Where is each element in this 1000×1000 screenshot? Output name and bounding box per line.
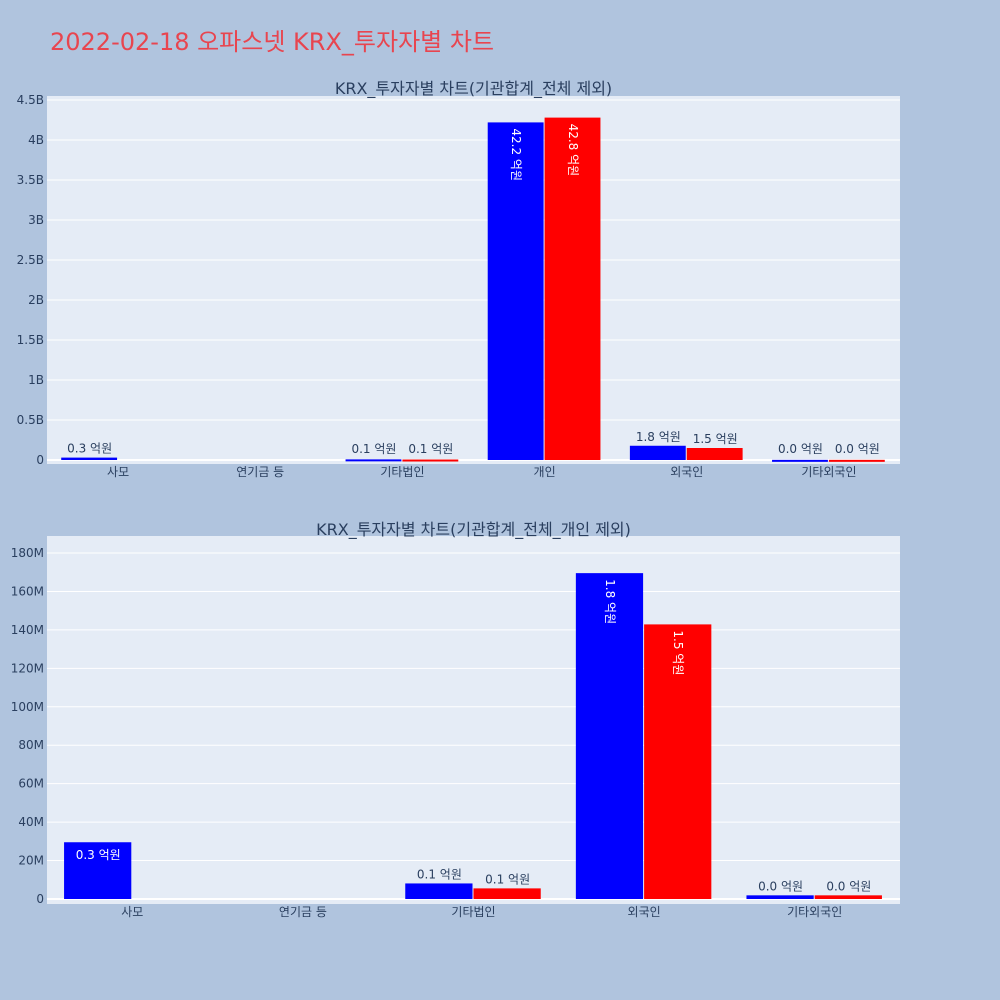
chart1-xtick-label: 사모 [107,465,129,479]
chart1-xtick-label: 연기금 등 [236,465,284,479]
chart2-bar-label: 0.1 억원 [417,867,462,881]
chart1-ytick-label: 0.5B [17,413,44,427]
chart1-bar-label: 42.2 억원 [509,128,523,181]
chart2-ytick-label: 80M [18,738,44,752]
chart1-ytick-label: 1.5B [17,333,44,347]
chart1-ytick-label: 2.5B [17,253,44,267]
chart2-bar [746,895,814,899]
chart1-title: KRX_투자자별 차트(기관합계_전체 제외) [335,79,612,99]
chart2-xtick-label: 사모 [121,905,143,919]
chart2-ytick-label: 180M [11,546,44,560]
chart2-xtick-label: 기타법인 [451,905,495,919]
chart1-ytick-label: 3.5B [17,173,44,187]
chart1-bar-label: 0.0 억원 [835,442,880,456]
chart2-plot-area [47,536,900,904]
chart2-ytick-label: 120M [11,661,44,675]
chart1-ytick-label: 3B [28,213,44,227]
chart1-xtick-label: 기타외국인 [801,465,856,479]
chart1-bar [686,448,743,460]
chart1-bar [61,457,118,460]
chart2-title: KRX_투자자별 차트(기관합계_전체_개인 제외) [316,520,631,540]
chart1-plot-area [47,96,900,464]
chart2-bar [575,573,644,899]
chart2-bar-label: 0.1 억원 [485,872,530,886]
chart1-bar-label: 0.0 억원 [778,442,823,456]
chart2-bar [473,888,541,899]
chart2-ytick-label: 0 [36,892,44,906]
chart1-bar [772,459,828,462]
chart1-bar [402,459,459,462]
chart2-xtick-label: 외국인 [628,905,661,919]
chart2-ytick-label: 60M [18,777,44,791]
chart1-xtick-label: 기타법인 [380,465,424,479]
chart1-ytick-label: 1B [28,373,44,387]
chart2-bar [64,842,132,899]
chart2-bar-label: 0.0 억원 [758,879,803,893]
chart2-bar-label: 0.3 억원 [76,848,121,862]
chart1-bar-label: 1.8 억원 [636,430,681,444]
chart1-bar [828,459,885,462]
chart2-xtick-label: 기타외국인 [787,905,842,919]
chart2-bar-label: 0.0 억원 [826,879,871,893]
chart2-xtick-label: 연기금 등 [279,905,327,919]
chart2-bar-label: 1.8 억원 [603,579,617,624]
chart1-bar-label: 42.8 억원 [566,124,580,177]
chart1-bar-label: 0.3 억원 [67,442,112,456]
chart1-bar-label: 0.1 억원 [408,442,453,456]
chart2-ytick-label: 140M [11,623,44,637]
chart1-bar-label: 0.1 억원 [351,442,396,456]
chart2-bar [814,895,882,899]
chart-1: 0 0.5B 1B 1.5B 2B 2.5B 3B 3.5B 4B 4.5B KRX_투자자별 차트… [17,79,900,479]
chart2-ytick-label: 160M [11,584,44,598]
chart1-xtick-label: 개인 [534,465,556,479]
chart1-bar-label: 1.5 억원 [693,432,738,446]
chart1-ytick-label: 4B [28,133,44,147]
chart1-bar [629,445,686,460]
chart1-bar [487,122,544,461]
chart2-ytick-label: 100M [11,700,44,714]
chart2-ytick-label: 20M [18,854,44,868]
chart1-bar [544,117,601,460]
chart1-ytick-label: 2B [28,293,44,307]
chart2-ytick-label: 40M [18,815,44,829]
chart1-bar [345,459,402,462]
chart2-bar [405,883,473,899]
page-title: 2022-02-18 오파스넷 KRX_투자자별 차트 [50,28,495,56]
chart2-bar [644,624,712,899]
chart2-bar-label: 1.5 억원 [671,630,685,675]
chart1-ytick-label: 0 [36,453,44,467]
chart1-ytick-label: 4.5B [17,93,44,107]
chart1-xtick-label: 외국인 [670,465,703,479]
